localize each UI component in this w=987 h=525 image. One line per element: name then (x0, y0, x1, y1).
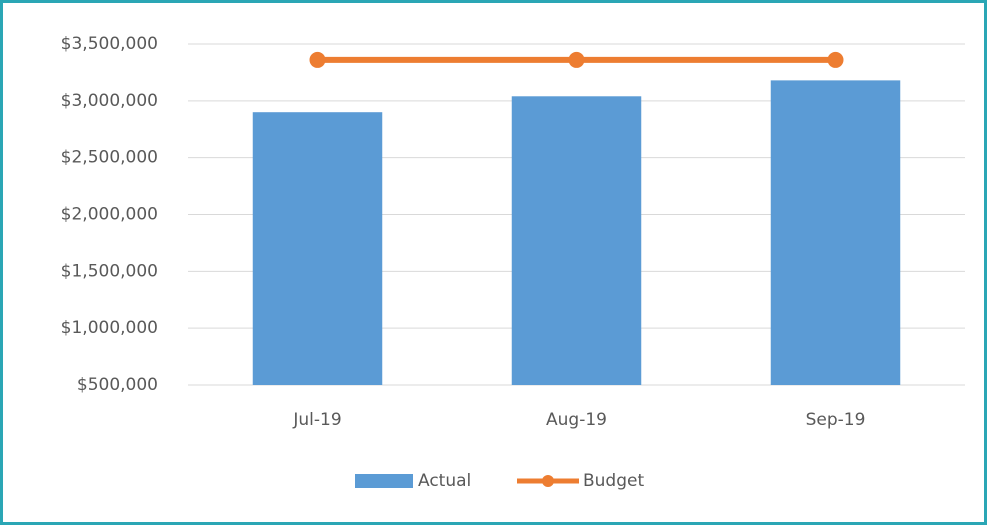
bar (252, 112, 383, 385)
y-tick-label: $500,000 (77, 375, 158, 395)
y-tick-label: $3,500,000 (61, 34, 158, 54)
line-marker (568, 51, 585, 68)
legend-swatch (355, 474, 413, 488)
y-tick-label: $2,000,000 (61, 205, 158, 225)
y-tick-label: $1,500,000 (61, 261, 158, 281)
line-marker (827, 51, 844, 68)
legend-label: Actual (418, 471, 471, 491)
x-tick-label: Sep-19 (806, 410, 866, 430)
x-tick-label: Aug-19 (546, 410, 607, 430)
legend-label: Budget (583, 471, 644, 491)
bar (511, 96, 642, 385)
y-tick-label: $3,000,000 (61, 91, 158, 111)
x-tick-label: Jul-19 (292, 410, 341, 430)
bar (770, 80, 901, 385)
y-tick-label: $2,500,000 (61, 148, 158, 168)
y-tick-label: $1,000,000 (61, 318, 158, 338)
line-marker (309, 51, 326, 68)
legend-marker (542, 475, 554, 487)
